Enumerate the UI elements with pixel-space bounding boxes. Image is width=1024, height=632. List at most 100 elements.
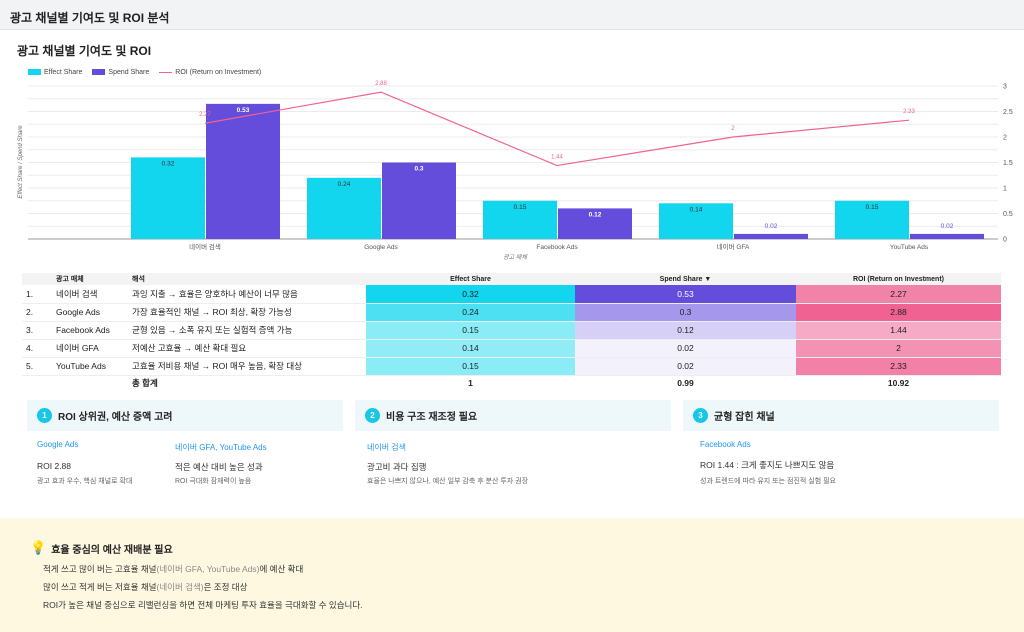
card-title: ROI 상위권, 예산 증액 고려 xyxy=(58,412,173,423)
cell-e: 0.32 xyxy=(366,285,575,304)
x-tick-label: YouTube Ads xyxy=(890,244,929,251)
spend-share-bar xyxy=(910,233,984,239)
cell-e: 0.24 xyxy=(366,303,575,322)
column-header[interactable]: Spend Share ▼ xyxy=(575,273,796,285)
summary-title: 효율 중심의 예산 재배분 필요 xyxy=(51,544,173,556)
card-note: ROI 극대화 잠재력이 높음 xyxy=(175,478,252,485)
effect-share-bar xyxy=(307,177,381,239)
total-e: 1 xyxy=(468,378,473,389)
bar-data-label: 0.02 xyxy=(941,223,954,230)
cell-ch: Google Ads xyxy=(52,303,128,322)
chart-title: 광고 채널별 기여도 및 ROI xyxy=(17,44,152,58)
summary-line-2: 많이 쓰고 적게 버는 저효율 채널(네이버 검색)은 조정 대상 xyxy=(43,582,248,592)
total-label: 총 합계 xyxy=(132,378,158,389)
legend-spend-share[interactable]: Spend Share xyxy=(92,69,149,76)
cell-ch: 네이버 검색 xyxy=(52,285,128,304)
card-bold: 광고비 과다 집행 xyxy=(367,462,427,472)
column-header[interactable]: Effect Share xyxy=(366,273,575,285)
chart-legend: Effect Share Spend Share ROI (Return on … xyxy=(28,69,261,76)
cell-e: 0.15 xyxy=(366,321,575,340)
empty-cell xyxy=(22,375,52,391)
total-s: 0.99 xyxy=(677,378,694,389)
card-bold: ROI 2.88 xyxy=(37,461,72,471)
card-title: 비용 구조 재조정 필요 xyxy=(386,412,478,423)
table-row[interactable]: 4. 네이버 GFA 저예산 고효율 → 예산 확대 필요 0.14 0.02 2 xyxy=(22,339,1001,358)
card-bold: ROI 1.44 : 크게 좋지도 나쁘지도 않음 xyxy=(700,460,835,470)
bar-data-label: 0.15 xyxy=(514,204,527,211)
card-note: 성과 트렌드에 따라 유지 또는 점진적 실험 필요 xyxy=(700,478,836,485)
effect-share-bar xyxy=(659,203,733,239)
number-badge: 3 xyxy=(693,408,708,423)
table-row[interactable]: 5. YouTube Ads 고효율 저비용 채널 → ROI 매우 높음, 확장 … xyxy=(22,357,1001,376)
bar-data-label: 0.12 xyxy=(589,211,602,218)
roi-data-label: 2.27 xyxy=(199,112,211,118)
table-row[interactable]: 1. 네이버 검색 과잉 지출 → 효율은 양호하나 예산이 너무 많음 0.32 0.… xyxy=(22,285,1001,304)
roi-data-label: 2.88 xyxy=(375,81,387,87)
number-badge: 1 xyxy=(37,408,52,423)
summary-section: 💡 효율 중심의 예산 재배분 필요 적게 쓰고 많이 버는 고효율 채널(네이버… xyxy=(0,518,1024,632)
card-link: 네이버 GFA, YouTube Ads xyxy=(175,443,267,452)
bar-data-label: 0.53 xyxy=(237,107,250,114)
lightbulb-icon: 💡 xyxy=(30,540,47,555)
spend-share-bar xyxy=(558,208,632,239)
bar-data-label: 0.24 xyxy=(338,181,351,188)
x-tick-label: Facebook Ads xyxy=(536,244,578,251)
card-link: Google Ads xyxy=(37,440,79,449)
table-row[interactable]: 2. Google Ads 가장 효율적인 채널 → ROI 최상, 확장 가능성 0… xyxy=(22,303,1001,322)
card-title: 균형 잡힌 채널 xyxy=(714,412,775,423)
cell-r: 2 xyxy=(796,339,1001,358)
summary-line-1: 적게 쓰고 많이 버는 고효율 채널(네이버 GFA, YouTube Ads)… xyxy=(43,564,304,574)
summary-line-3: ROI가 높은 채널 중심으로 리밸런싱을 하면 전체 마케팅 투자 효율을 극… xyxy=(43,600,363,610)
cell-ch: 네이버 GFA xyxy=(52,339,128,358)
cell-desc: 고효율 저비용 채널 → ROI 매우 높음, 확장 대상 xyxy=(128,357,366,376)
roi-data-label: 1.44 xyxy=(551,155,563,161)
bar-data-label: 0.02 xyxy=(765,223,778,230)
bar-data-label: 0.15 xyxy=(866,204,879,211)
right-axis-tick: 0 xyxy=(1003,237,1007,244)
cell-n: 5. xyxy=(22,357,52,376)
cell-r: 2.88 xyxy=(796,303,1001,322)
page-header: 광고 채널별 기여도 및 ROI 분석 xyxy=(0,0,1024,30)
column-header: 해석 xyxy=(128,273,366,285)
x-tick-label: 네이버 GFA xyxy=(717,242,750,251)
legend-effect-share[interactable]: Effect Share xyxy=(28,69,82,76)
card-link: Facebook Ads xyxy=(700,440,751,449)
effect-share-bar xyxy=(483,200,557,239)
cell-s: 0.53 xyxy=(575,285,796,304)
cell-n: 3. xyxy=(22,321,52,340)
legend-roi[interactable]: ROI (Return on Investment) xyxy=(159,69,261,76)
x-axis-label: 광고 매체 xyxy=(503,254,528,261)
card-cost-restructure: 2 비용 구조 재조정 필요 네이버 검색 광고비 과다 집행 효율은 나쁘지 않… xyxy=(355,400,671,500)
total-row: 총 합계 1 0.99 10.92 xyxy=(22,375,1001,391)
right-axis-tick: 1 xyxy=(1003,186,1007,193)
right-axis-tick: 2.5 xyxy=(1003,109,1013,116)
card-roi-top: 1 ROI 상위권, 예산 증액 고려 Google Ads ROI 2.88 광… xyxy=(27,400,343,500)
cell-n: 1. xyxy=(22,285,52,304)
effect-share-bar xyxy=(131,157,205,239)
right-axis-tick: 1.5 xyxy=(1003,160,1013,167)
cell-desc: 가장 효율적인 채널 → ROI 최상, 확장 가능성 xyxy=(128,303,366,322)
cell-s: 0.02 xyxy=(575,357,796,376)
cell-s: 0.12 xyxy=(575,321,796,340)
combo-chart: 0 0.5 1 1.5 2 2.5 3 Effect Share / Spend Share 광… xyxy=(18,81,1013,261)
roi-data-label: 2 xyxy=(731,126,735,132)
bar-data-label: 0.3 xyxy=(414,166,423,173)
card-balanced: 3 균형 잡힌 채널 Facebook Ads ROI 1.44 : 크게 좋지도… xyxy=(683,400,999,500)
effect-share-bar xyxy=(835,200,909,239)
right-axis-tick: 3 xyxy=(1003,84,1007,91)
table-row[interactable]: 3. Facebook Ads 균형 있음 → 소폭 유지 또는 실험적 증액 가능… xyxy=(22,321,1001,340)
cell-n: 4. xyxy=(22,339,52,358)
roi-data-label: 2.33 xyxy=(903,109,915,115)
cell-ch: YouTube Ads xyxy=(52,357,128,376)
roi-line xyxy=(204,91,910,167)
cell-s: 0.3 xyxy=(575,303,796,322)
card-note: 효율은 나쁘지 않으나, 예산 일부 감축 후 분산 투자 권장 xyxy=(367,478,529,485)
column-header[interactable]: ROI (Return on Investment) xyxy=(796,273,1001,285)
column-header: 광고 매체 xyxy=(52,273,128,285)
x-tick-label: 네이버 검색 xyxy=(189,242,221,251)
card-link: 네이버 검색 xyxy=(367,443,407,452)
cell-desc: 과잉 지출 → 효율은 양호하나 예산이 너무 많음 xyxy=(128,285,366,304)
column-header xyxy=(22,273,52,285)
right-axis-tick: 2 xyxy=(1003,135,1007,142)
cell-r: 2.33 xyxy=(796,357,1001,376)
